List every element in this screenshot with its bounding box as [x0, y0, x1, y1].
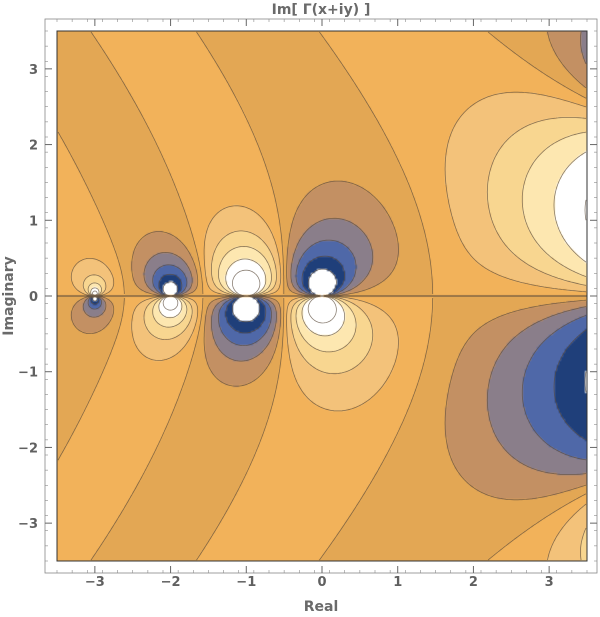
- y-axis-title: Imaginary: [1, 256, 17, 336]
- y-tick-label: −3: [18, 517, 38, 532]
- y-tick-label: 1: [29, 214, 38, 229]
- x-tick-label: −2: [161, 575, 181, 590]
- y-tick-label: 3: [29, 63, 38, 78]
- x-tick-label: −3: [85, 575, 105, 590]
- y-axis: −3 −2 −1 0 1 2 3: [18, 30, 597, 562]
- y-tick-label: 2: [29, 139, 38, 154]
- x-axis-title: Real: [304, 599, 339, 615]
- contour-lines: [57, 31, 587, 561]
- x-tick-label: 1: [393, 575, 402, 590]
- x-tick-label: 0: [317, 575, 326, 590]
- plot-frame: [56, 30, 588, 562]
- plot-title: Im[ Γ(x+iy) ]: [272, 2, 371, 18]
- x-tick-label: 3: [545, 575, 554, 590]
- plot-area: [56, 30, 588, 562]
- y-tick-label: −1: [18, 366, 38, 381]
- x-tick-label: −1: [236, 575, 256, 590]
- x-tick-label: 2: [469, 575, 478, 590]
- y-tick-label: 0: [29, 290, 38, 305]
- y-tick-label: −2: [18, 441, 38, 456]
